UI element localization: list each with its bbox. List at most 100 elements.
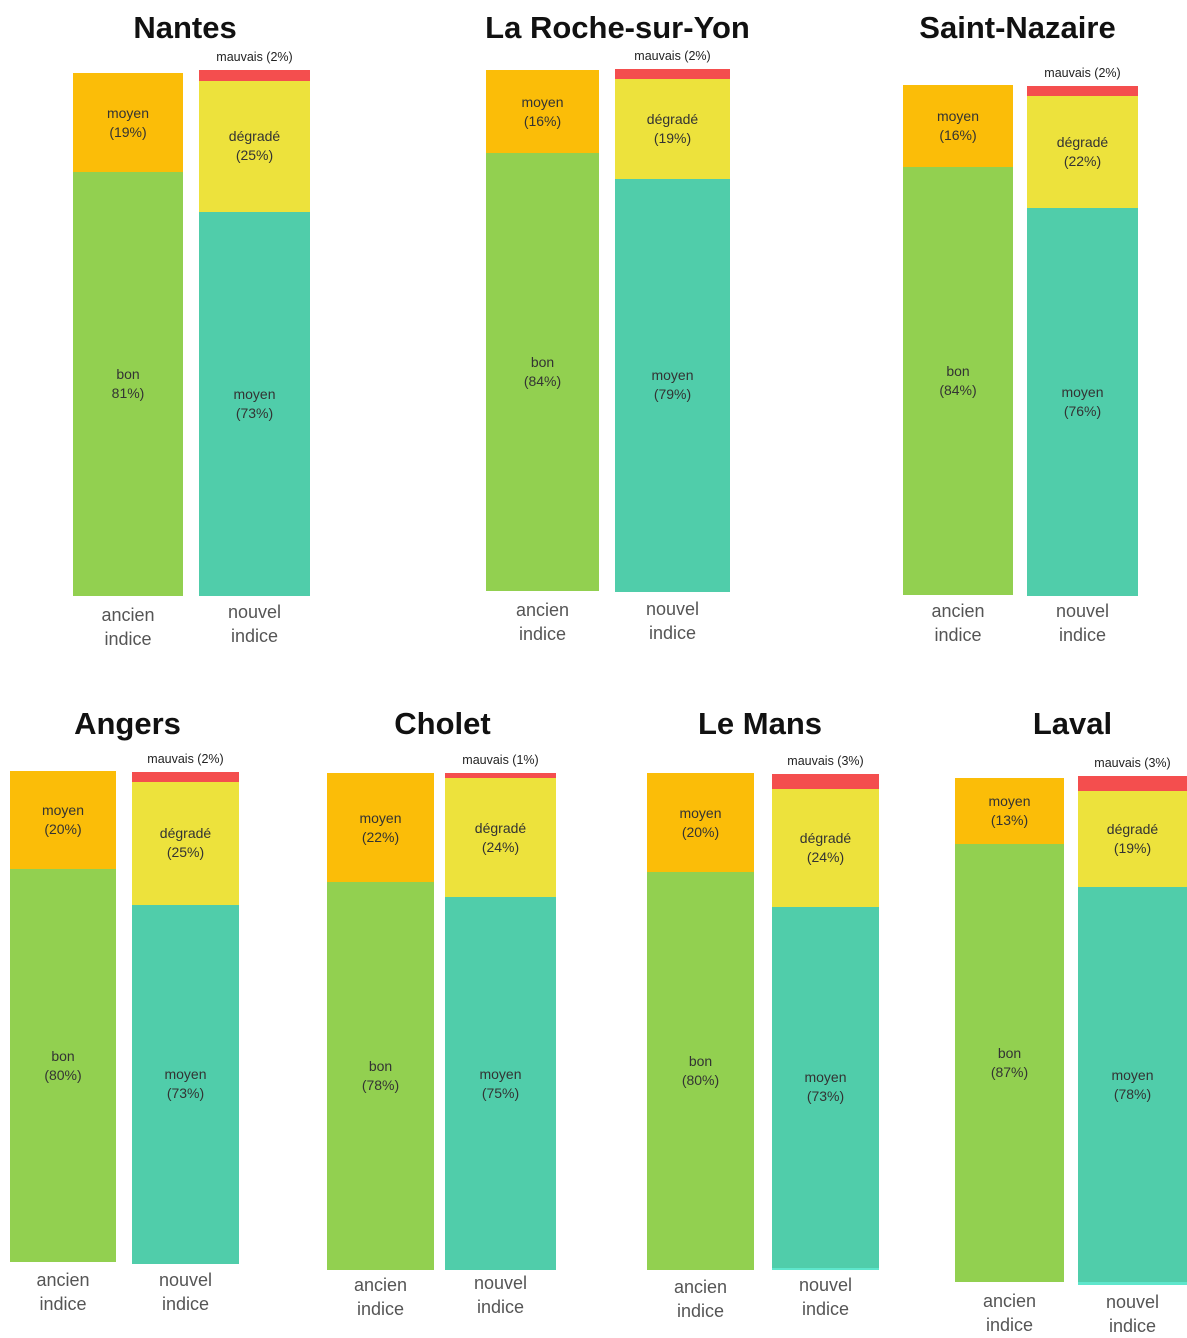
chart-title: Le Mans	[697, 706, 823, 741]
segment-label: bon (87%)	[955, 1044, 1064, 1082]
x-tick-label-line1: nouvel	[473, 1273, 528, 1293]
segment-label-name: moyen	[651, 367, 694, 384]
segment-label-percent: (25%)	[166, 844, 205, 861]
segment-note-mauvais: mauvais (3%)	[1094, 756, 1171, 770]
segment-label-percent: (22%)	[1063, 153, 1102, 170]
bar-segment-mauvais: mauvais (2%)	[132, 752, 239, 782]
segment-label: moyen (16%)	[903, 107, 1013, 145]
stacked-bar-ancien-indice: bon 81%) moyen (19%)	[73, 73, 183, 596]
segment-label-name: dégradé	[228, 128, 281, 145]
segment-label-name: moyen	[359, 809, 402, 826]
segment-label: moyen (76%)	[1027, 383, 1138, 421]
segment-label: dégradé (24%)	[445, 819, 556, 857]
bar-segment-bon: bon (80%)	[647, 872, 754, 1270]
x-tick-label: ancien indice	[955, 1289, 1064, 1337]
x-tick-label-line1: ancien	[982, 1291, 1037, 1311]
segment-label-percent: (75%)	[481, 1084, 520, 1101]
chart-title: Cholet	[394, 706, 491, 741]
x-tick-label-line1: ancien	[673, 1277, 728, 1297]
x-tick-label-line2: indice	[985, 1315, 1034, 1335]
bar-segment-degrade: dégradé (22%)	[1027, 96, 1138, 209]
stacked-bar-nouvel-indice: moyen (79%) dégradé (19%) mauvais (2%)	[615, 49, 730, 592]
segment-label: moyen (78%)	[1078, 1066, 1187, 1104]
segment-label-name: dégradé	[1056, 134, 1109, 151]
segment-label-percent: (76%)	[1063, 403, 1102, 420]
x-tick-label: ancien indice	[73, 603, 183, 651]
bar-segment-moyen: moyen (20%)	[647, 773, 754, 873]
segment-note-mauvais: mauvais (2%)	[634, 49, 711, 63]
bar-segment-mauvais: mauvais (1%)	[445, 753, 556, 778]
chart-title: La Roche-sur-Yon	[485, 10, 750, 45]
segment-label-percent: (16%)	[939, 126, 977, 143]
segment-label: dégradé (22%)	[1027, 133, 1138, 171]
bar-segment-degrade: dégradé (19%)	[615, 79, 730, 179]
x-tick-label: nouvel indice	[772, 1273, 879, 1321]
segment-label-percent: (20%)	[681, 823, 720, 840]
segment-label-percent: (20%)	[44, 821, 82, 838]
segment-label-name: moyen	[679, 804, 722, 821]
bar-segment-bon: bon 81%)	[73, 172, 183, 596]
segment-label-percent: (78%)	[1113, 1085, 1152, 1102]
stacked-bar-nouvel-indice: moyen (75%) dégradé (24%) mauvais (1%)	[445, 753, 556, 1270]
segment-label-percent: (80%)	[44, 1066, 82, 1083]
bar-segment-bon: bon (84%)	[903, 166, 1013, 595]
bar-segment-mauvais: mauvais (2%)	[615, 49, 730, 80]
segment-label-name: moyen	[106, 104, 150, 121]
segment-label: dégradé (24%)	[772, 829, 879, 867]
segment-label: dégradé (19%)	[615, 110, 730, 148]
segment-label: dégradé (19%)	[1078, 820, 1187, 858]
x-tick-label-line1: ancien	[36, 1270, 90, 1290]
stacked-bar-nouvel-indice: bon (<1%) moyen (73%) dégradé (24%) mauvais (…	[772, 754, 879, 1270]
segment-label-percent: (79%)	[653, 386, 692, 403]
bar-segment-degrade: dégradé (24%)	[445, 777, 556, 898]
segment-label-percent: (19%)	[653, 130, 692, 147]
stacked-bar-ancien-indice: bon (80%) moyen (20%)	[647, 773, 754, 1270]
bar-segment-bon: bon (80%)	[10, 869, 116, 1262]
x-tick-label-line1: nouvel	[158, 1270, 213, 1290]
segment-label-percent: (87%)	[990, 1063, 1029, 1080]
segment-label-name: bon	[997, 1044, 1022, 1061]
segment-label-percent: (84%)	[939, 381, 977, 398]
segment-label-percent: (16%)	[523, 112, 562, 129]
stacked-bar-nouvel-indice: bon (<1%) moyen (78%) dégradé (19%) mauvais (…	[1078, 756, 1187, 1285]
x-tick-label-line2: indice	[934, 625, 982, 645]
x-tick-label: nouvel indice	[132, 1268, 239, 1316]
x-tick-label-line1: nouvel	[1055, 601, 1110, 621]
segment-label-name: dégradé	[646, 111, 699, 128]
x-tick-label-line1: ancien	[515, 600, 570, 620]
x-tick-label-line2: indice	[104, 629, 152, 649]
segment-label-name: moyen	[988, 792, 1031, 809]
bar-segment-moyen: moyen (13%)	[955, 778, 1064, 844]
x-tick-label-line1: nouvel	[1105, 1292, 1160, 1312]
x-tick-label: ancien indice	[10, 1268, 116, 1316]
segment-label-name: moyen	[1111, 1066, 1154, 1083]
x-tick-label: nouvel indice	[1078, 1290, 1187, 1338]
bar-segment-mauvais: mauvais (2%)	[199, 50, 310, 81]
x-tick-label-line2: indice	[161, 1294, 210, 1314]
chart-title: Saint-Nazaire	[919, 10, 1116, 45]
segment-label-percent: (78%)	[361, 1077, 400, 1094]
segment-label: moyen (13%)	[955, 792, 1064, 830]
x-tick-label-line2: indice	[518, 624, 567, 644]
bar-segment-moyen: moyen (73%)	[772, 907, 879, 1268]
x-tick-label: nouvel indice	[445, 1271, 556, 1319]
segment-label-name: bon	[530, 354, 555, 371]
bar-segment-degrade: dégradé (19%)	[1078, 791, 1187, 888]
segment-label-percent: (73%)	[235, 405, 274, 421]
x-tick-label-line1: nouvel	[645, 599, 700, 619]
segment-label-name: moyen	[936, 107, 980, 124]
bar-segment-bon: bon (87%)	[955, 843, 1064, 1282]
segment-label: moyen (16%)	[486, 93, 599, 131]
x-tick-label-line2: indice	[39, 1294, 87, 1314]
x-tick-label-line2: indice	[676, 1301, 725, 1321]
segment-label-name: moyen	[479, 1065, 522, 1082]
x-tick-label: nouvel indice	[1027, 599, 1138, 647]
stacked-bar-nouvel-indice: moyen (73%) dégradé (25%) mauvais (2%)	[199, 50, 310, 596]
chart-title: Laval	[1032, 706, 1113, 741]
segment-note-mauvais: mauvais (2%)	[1044, 66, 1121, 80]
segment-label: moyen (19%)	[73, 104, 183, 142]
bar-segment-moyen: moyen (19%)	[73, 73, 183, 173]
segment-label: moyen (73%)	[772, 1068, 879, 1106]
segment-label-percent: (19%)	[109, 123, 147, 140]
bar-segment-mauvais: mauvais (3%)	[1078, 756, 1187, 792]
